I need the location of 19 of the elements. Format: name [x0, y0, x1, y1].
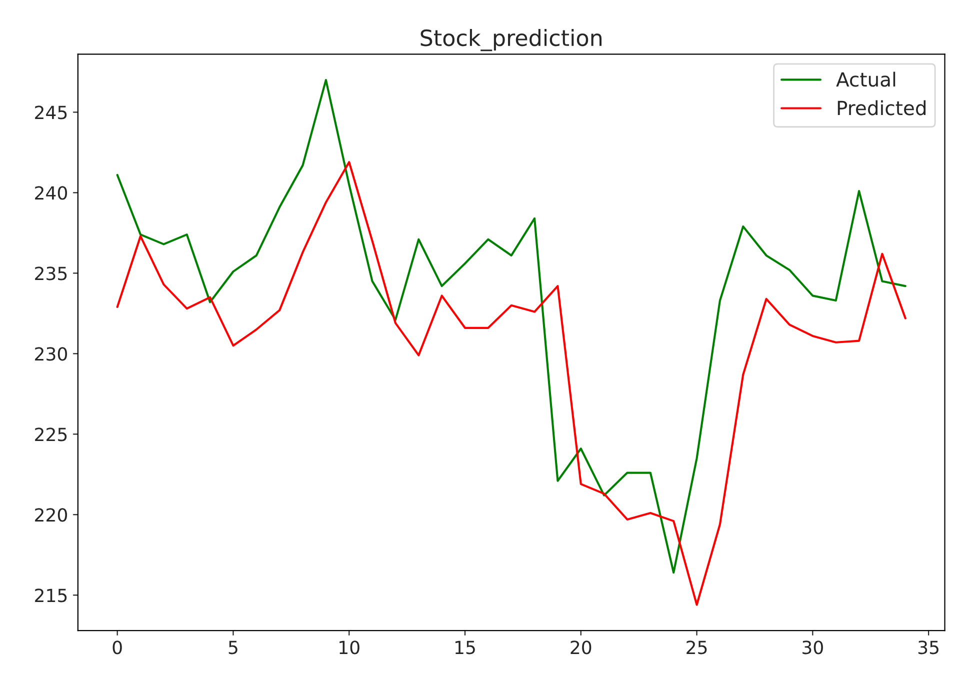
y-tick-label: 220 — [35, 508, 67, 522]
x-tick-label: 15 — [455, 640, 475, 654]
x-tick-label: 20 — [570, 640, 592, 654]
y-tick-label: 215 — [35, 588, 67, 602]
x-tick-label: 35 — [918, 640, 938, 654]
x-tick-label: 30 — [802, 640, 823, 654]
x-tick-label: 25 — [686, 640, 707, 654]
legend-label: Predicted — [838, 100, 926, 116]
y-tick-label: 225 — [35, 428, 67, 442]
y-tick-label: 230 — [35, 347, 67, 361]
y-tick-label: 245 — [35, 106, 67, 120]
x-tick-label: 5 — [228, 640, 238, 654]
x-tick-label: 10 — [340, 640, 360, 654]
legend-label: Actual — [836, 72, 896, 87]
chart-title: Stock_prediction — [420, 29, 602, 52]
line-series — [116, 161, 906, 606]
x-tick-label: 0 — [112, 640, 122, 654]
y-tick-label: 240 — [35, 186, 67, 200]
y-tick-label: 235 — [35, 266, 67, 280]
